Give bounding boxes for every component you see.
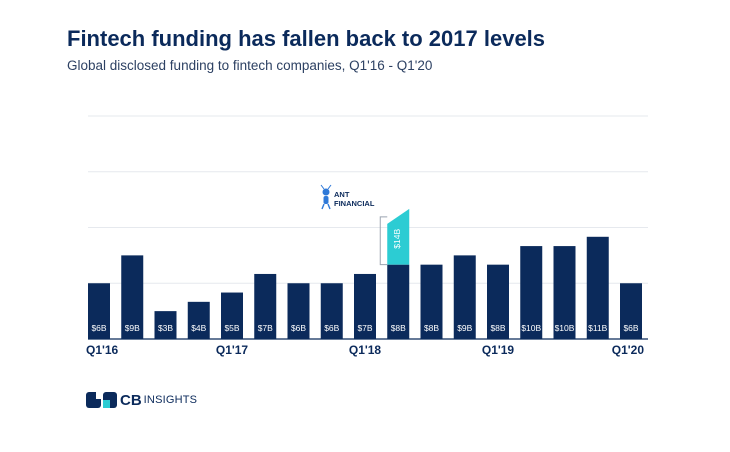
bar-Q2'18 (387, 264, 410, 339)
bar-value-label: $3B (158, 323, 173, 333)
bar-value-label: $8B (490, 323, 505, 333)
bar-Q4'17 (320, 283, 343, 339)
annotation-label: ANT (334, 190, 350, 199)
bar-value-label: $10B (555, 323, 575, 333)
bar-Q2'16 (121, 255, 144, 339)
ant-antenna-icon (320, 184, 325, 190)
x-tick-label: Q1'16 (86, 343, 119, 357)
bar-value-label: $7B (357, 323, 372, 333)
ant-antenna-icon (327, 184, 332, 190)
chart-subtitle: Global disclosed funding to fintech comp… (67, 58, 433, 73)
bar-value-label: $6B (291, 323, 306, 333)
bar-Q1'18 (354, 273, 376, 339)
cb-insights-logo: CB INSIGHTS (86, 390, 197, 410)
bar-Q3'17 (287, 283, 310, 339)
bar-Q4'16 (187, 301, 210, 339)
bar-Q2'17 (254, 273, 277, 339)
bar-value-label: $9B (457, 323, 472, 333)
annotation-label: FINANCIAL (334, 199, 375, 208)
bar-Q1'17 (221, 292, 243, 339)
bar-value-label: $11B (588, 323, 608, 333)
logo-suffix: INSIGHTS (143, 394, 198, 406)
bar-value-label: $8B (424, 323, 439, 333)
bar-Q1'16 (88, 283, 110, 339)
bar-value-label: $9B (125, 323, 140, 333)
x-tick-label: Q1'19 (482, 343, 515, 357)
x-tick-label: Q1'20 (612, 343, 645, 357)
logo-name: CB (120, 391, 142, 409)
bar-Q2'19 (520, 246, 543, 339)
x-tick-label: Q1'18 (349, 343, 382, 357)
bar-value-label: $5B (224, 323, 239, 333)
ant-leg-icon (321, 203, 325, 210)
bar-value-label: $10B (521, 323, 541, 333)
bar-Q4'19 (586, 236, 609, 339)
bar-value-label: $4B (191, 323, 206, 333)
cb-insights-logo-icon (86, 392, 117, 408)
bar-value-label: $7B (258, 323, 273, 333)
bar-Q4'18 (453, 255, 476, 339)
bar-Q1'19 (487, 264, 509, 339)
bar-value-label: $6B (91, 323, 106, 333)
bar-Q3'18 (420, 264, 443, 339)
bar-Q3'16 (154, 311, 177, 339)
ant-body-icon (323, 196, 329, 204)
x-tick-label: Q1'17 (216, 343, 249, 357)
annotation-bracket (379, 216, 388, 266)
ant-head-icon (322, 188, 330, 196)
bar-value-label: $6B (324, 323, 339, 333)
bar-segment-ant-financial (387, 208, 410, 265)
bar-value-label: $6B (623, 323, 638, 333)
bar-value-label: $8B (391, 323, 406, 333)
chart-title: Fintech funding has fallen back to 2017 … (67, 26, 546, 51)
ant-leg-icon (327, 203, 331, 210)
bar-Q3'19 (553, 246, 576, 339)
segment-value-label: $14B (392, 229, 402, 249)
bar-Q1'20 (620, 283, 642, 339)
